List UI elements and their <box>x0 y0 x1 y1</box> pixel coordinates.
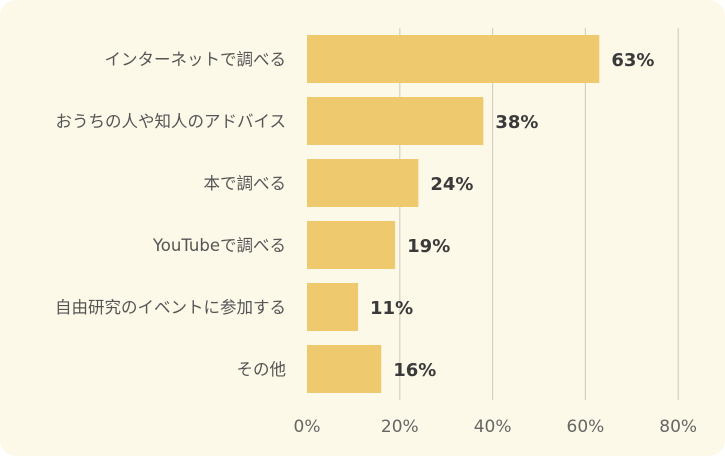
value-label: 16% <box>393 360 436 381</box>
category-label: 自由研究のイベントに参加する <box>55 298 286 317</box>
value-label: 63% <box>611 50 654 71</box>
category-label: インターネットで調べる <box>105 50 287 69</box>
bar <box>307 159 419 207</box>
x-axis-tick-labels: 0% 20% 40% 60% 80% <box>294 417 698 437</box>
bar <box>307 221 396 269</box>
bar <box>307 283 359 331</box>
category-label: おうちの人や知人のアドバイス <box>55 112 286 131</box>
value-label: 24% <box>430 174 473 195</box>
bar <box>307 345 382 393</box>
value-label: 19% <box>407 236 450 257</box>
x-tick-label: 60% <box>567 417 605 437</box>
value-label: 11% <box>370 298 413 319</box>
bars <box>307 35 600 393</box>
x-tick-label: 40% <box>474 417 512 437</box>
bar <box>307 97 484 145</box>
category-label: その他 <box>237 360 287 379</box>
value-label: 38% <box>495 112 538 133</box>
x-tick-label: 0% <box>294 417 321 437</box>
bar <box>307 35 600 83</box>
x-tick-label: 20% <box>381 417 419 437</box>
x-tick-label: 80% <box>659 417 697 437</box>
category-label: YouTubeで調べる <box>152 236 286 255</box>
value-labels: 63% 38% 24% 19% 11% 16% <box>370 50 654 381</box>
grid-lines <box>399 28 679 400</box>
category-label: 本で調べる <box>204 174 287 193</box>
